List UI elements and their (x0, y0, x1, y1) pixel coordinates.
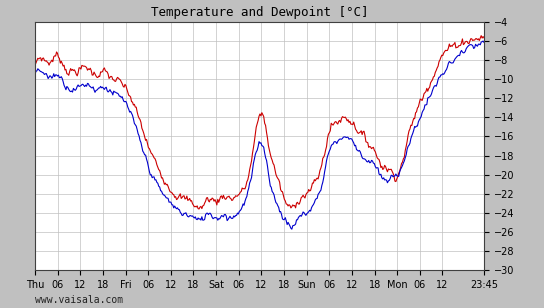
Text: www.vaisala.com: www.vaisala.com (35, 295, 123, 305)
Title: Temperature and Dewpoint [°C]: Temperature and Dewpoint [°C] (151, 6, 368, 19)
